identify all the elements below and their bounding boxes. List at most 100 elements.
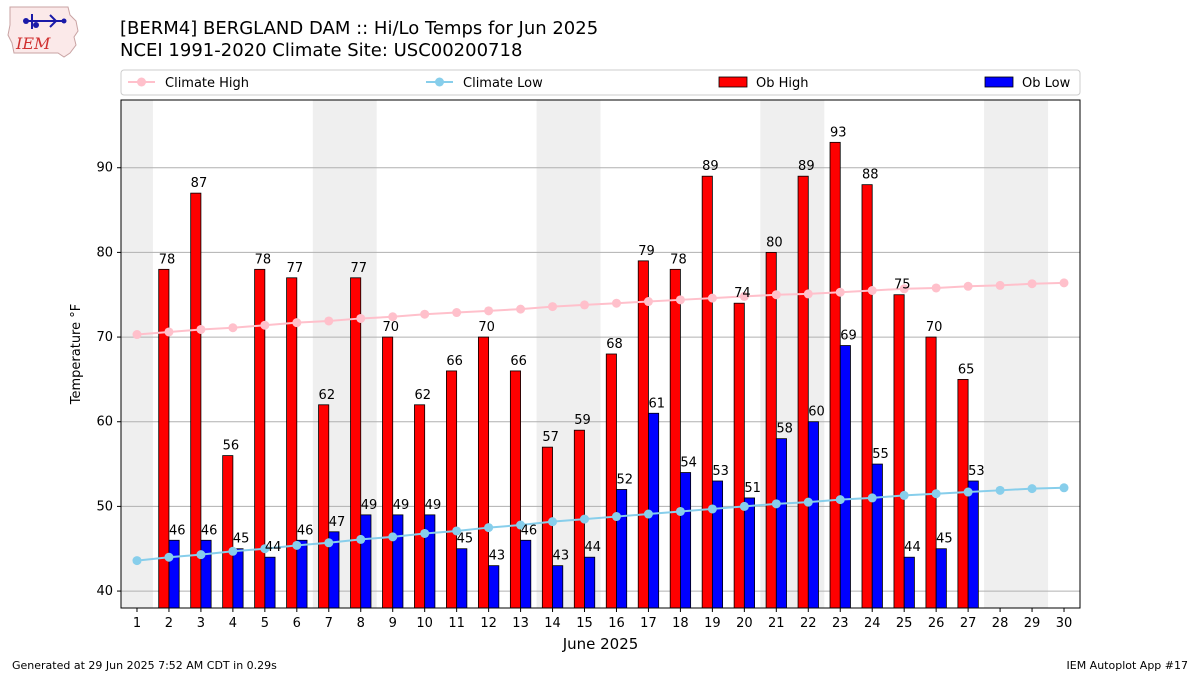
ob-low-bar: [743, 497, 755, 609]
climate-low-point: [356, 534, 366, 544]
climate-high-point: [548, 302, 558, 312]
ob-high-bar: [637, 260, 649, 609]
x-tick-label: 18: [672, 616, 689, 631]
x-tick-label: 7: [325, 616, 333, 631]
ob-low-label: 55: [872, 447, 889, 462]
climate-low-point: [739, 501, 749, 511]
ob-low-label: 51: [744, 481, 761, 496]
ob-low-bar: [232, 548, 244, 609]
ob-low-label: 43: [553, 549, 570, 564]
ob-low-bar: [584, 556, 596, 609]
x-tick-label: 3: [197, 616, 205, 631]
ob-high-label: 78: [159, 252, 176, 267]
weekend-band: [121, 100, 153, 608]
x-tick-label: 20: [736, 616, 753, 631]
climate-low-point: [643, 509, 653, 519]
ob-high-label: 88: [862, 168, 879, 183]
ob-high-label: 62: [414, 388, 431, 403]
ob-low-label: 58: [776, 422, 793, 437]
ob-low-bar: [456, 548, 468, 609]
climate-high-point: [324, 316, 334, 326]
climate-low-point: [771, 499, 781, 509]
climate-low-point: [1059, 483, 1069, 493]
bars: [158, 141, 979, 609]
y-tick-label: 90: [96, 161, 113, 176]
climate-low-point: [324, 538, 334, 548]
ob-high-label: 93: [830, 125, 847, 140]
ob-low-bar: [552, 565, 564, 609]
ob-high-label: 77: [351, 261, 368, 276]
climate-low-point: [228, 546, 238, 556]
ob-high-label: 66: [510, 354, 527, 369]
x-tick-label: 10: [416, 616, 433, 631]
y-tick-label: 70: [96, 330, 113, 345]
climate-low-point: [803, 497, 813, 507]
ob-high-label: 89: [798, 159, 815, 174]
ob-high-bar: [318, 404, 330, 609]
x-tick-label: 25: [896, 616, 913, 631]
climate-low-point: [516, 520, 526, 530]
ob-low-bar: [264, 556, 276, 609]
climate-high-point: [771, 290, 781, 300]
ob-low-bar: [839, 345, 851, 609]
y-tick-label: 60: [96, 415, 113, 430]
ob-low-bar: [424, 514, 436, 609]
climate-low-point: [611, 512, 621, 522]
ob-low-label: 44: [585, 540, 602, 555]
ob-high-label: 66: [446, 354, 463, 369]
x-tick-label: 16: [608, 616, 625, 631]
ob-high-bar: [605, 353, 617, 609]
ob-high-bar: [797, 175, 809, 609]
climate-low-point: [196, 550, 206, 560]
ob-low-label: 52: [616, 472, 633, 487]
ob-high-bar: [669, 268, 681, 609]
climate-low-point: [164, 552, 174, 562]
climate-high-point: [292, 318, 302, 328]
ob-high-label: 74: [734, 286, 751, 301]
ob-low-label: 49: [425, 498, 442, 513]
climate-low-point: [484, 523, 494, 533]
chart-title: [BERM4] BERGLAND DAM :: Hi/Lo Temps for …: [120, 18, 599, 39]
x-axis-label: June 2025: [562, 635, 639, 653]
ob-high-label: 79: [638, 244, 655, 259]
ob-high-bar: [733, 302, 745, 609]
climate-high-point: [1027, 279, 1037, 289]
iem-logo: IEM: [7, 6, 79, 58]
ob-low-bar: [488, 565, 500, 609]
ob-low-label: 54: [680, 456, 697, 471]
climate-high-point: [452, 308, 462, 318]
ob-high-bar: [541, 446, 553, 609]
legend-label: Climate Low: [463, 76, 543, 91]
grid-lines: [121, 167, 1080, 592]
climate-high-point: [963, 281, 973, 291]
x-tick-label: 29: [1024, 616, 1041, 631]
climate-low-point: [835, 495, 845, 505]
ob-high-bar: [925, 336, 937, 609]
x-tick-label: 27: [960, 616, 977, 631]
weekend-bands: [121, 100, 1049, 608]
ob-low-bar: [360, 514, 372, 609]
climate-lines: [132, 278, 1069, 566]
legend-ob-high: Ob High: [718, 76, 809, 91]
ob-high-label: 70: [478, 320, 495, 335]
ob-low-label: 49: [361, 498, 378, 513]
climate-high-point: [675, 295, 685, 305]
climate-low-point: [420, 528, 430, 538]
ob-low-bar: [616, 489, 628, 609]
climate-low-point: [1027, 484, 1037, 494]
ob-high-bar: [286, 277, 298, 609]
climate-low-point: [707, 504, 717, 514]
ob-low-label: 61: [648, 396, 665, 411]
legend-box: [120, 69, 1081, 96]
generated-note: Generated at 29 Jun 2025 7:52 AM CDT in …: [12, 659, 277, 672]
legend-label: Ob Low: [1022, 76, 1071, 91]
climate-high-point: [803, 289, 813, 299]
legend: Climate High Climate Low Ob High Ob Low: [120, 69, 1081, 96]
ob-low-label: 53: [968, 464, 985, 479]
x-tick-label: 12: [480, 616, 497, 631]
ob-low-label: 46: [169, 523, 186, 538]
climate-low-point: [899, 490, 909, 500]
ob-high-bar: [254, 268, 266, 609]
climate-high-point: [356, 313, 366, 323]
